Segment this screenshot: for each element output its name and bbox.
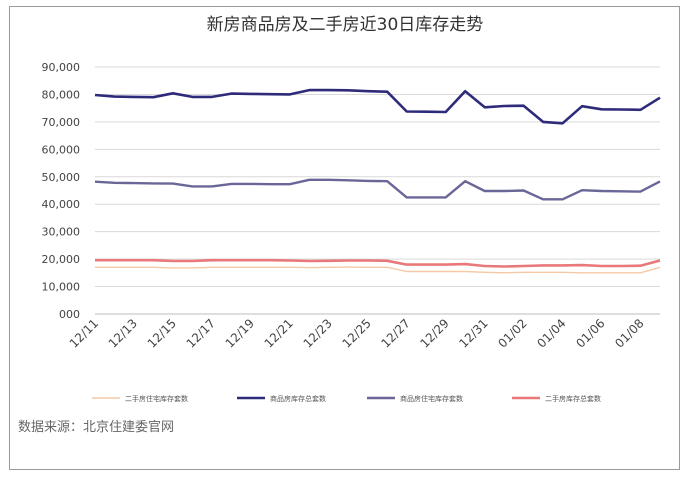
x-tick-label: 12/31: [456, 316, 490, 350]
y-tick-label: 70,000: [42, 116, 81, 129]
x-tick-label: 12/27: [378, 316, 412, 350]
y-tick-label: 000: [59, 308, 80, 321]
x-tick-label: 12/29: [417, 316, 451, 350]
y-tick-label: 30,000: [42, 226, 81, 239]
legend-label: 二手房住宅库存套数: [125, 394, 188, 403]
x-tick-label: 01/04: [534, 316, 568, 350]
chart-frame: [9, 6, 680, 470]
series-line: [95, 258, 661, 268]
series-line: [94, 178, 661, 201]
series-lines: [94, 88, 661, 274]
x-tick-label: 12/23: [301, 316, 335, 350]
data-source-note: 数据来源：北京住建委官网: [18, 420, 175, 435]
y-tick-label: 50,000: [42, 171, 81, 184]
x-tick-label: 12/17: [184, 316, 218, 350]
y-tick-label: 40,000: [42, 198, 81, 211]
x-tick-label: 01/02: [495, 316, 529, 350]
chart-title: 新房商品房及二手房近30日库存走势: [206, 15, 484, 35]
gridlines: [95, 66, 660, 315]
y-tick-label: 80,000: [42, 88, 81, 101]
legend: 二手房住宅库存套数 商品房库存总套数 商品房住宅库存套数 二手房库存总套数: [92, 394, 601, 403]
x-axis-ticks: 12/11 12/13 12/15 12/17 12/19 12/21 12/23 12/25…: [67, 316, 647, 350]
x-tick-label: 01/06: [573, 316, 607, 350]
x-tick-label: 12/21: [262, 316, 296, 350]
legend-label: 商品房住宅库存套数: [400, 394, 463, 403]
series-line: [94, 88, 661, 125]
y-tick-label: 20,000: [42, 253, 81, 266]
series-line: [95, 266, 661, 274]
y-axis-ticks: 000 10,000 20,000 30,000 40,000 50,000 60,000 7…: [42, 61, 81, 321]
y-tick-label: 90,000: [42, 61, 81, 74]
x-tick-label: 12/11: [67, 316, 101, 350]
legend-label: 商品房库存总套数: [270, 394, 326, 403]
y-tick-label: 10,000: [42, 281, 81, 294]
x-tick-label: 12/19: [223, 316, 257, 350]
legend-label: 二手房库存总套数: [545, 394, 601, 403]
y-tick-label: 60,000: [42, 143, 81, 156]
x-tick-label: 01/08: [612, 316, 646, 350]
x-tick-label: 12/13: [106, 316, 140, 350]
x-tick-label: 12/15: [145, 316, 179, 350]
x-tick-label: 12/25: [340, 316, 374, 350]
